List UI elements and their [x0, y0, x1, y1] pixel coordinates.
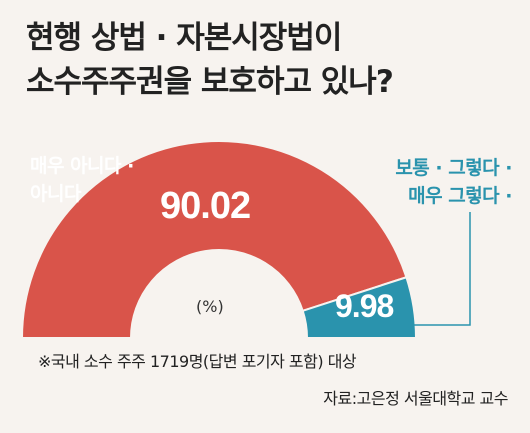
chart-title-line1: 현행 상법 · 자본시장법이 — [26, 20, 342, 56]
negative-slice-value: 90.02 — [160, 185, 251, 227]
positive-slice-value: 9.98 — [335, 288, 394, 324]
survey-note: ※국내 소수 주주 1719명(답변 포기자 포함) 대상 — [38, 352, 357, 371]
negative-slice — [20, 140, 408, 339]
positive-slice-label-line1: 보통 · 그렇다 · — [395, 157, 512, 179]
positive-slice-label-line2: 매우 그렇다 · — [408, 185, 512, 207]
positive-slice — [301, 275, 418, 339]
chart-title-line2: 소수주주권을 보호하고 있나? — [26, 64, 394, 100]
negative-slice-label-line2: 아니다 — [30, 183, 81, 205]
positive-slice-leader-line — [412, 212, 471, 326]
negative-slice-label: 매우 아니다 · 아니다 — [30, 152, 134, 208]
negative-slice-label-line1: 매우 아니다 · — [30, 155, 134, 177]
positive-slice-label: 보통 · 그렇다 · 매우 그렇다 · — [395, 154, 512, 210]
chart-title: 현행 상법 · 자본시장법이 소수주주권을 보호하고 있나? — [26, 16, 506, 104]
source-credit: 자료:고은정 서울대학교 교수 — [323, 389, 508, 408]
unit-label: (%) — [196, 297, 224, 316]
